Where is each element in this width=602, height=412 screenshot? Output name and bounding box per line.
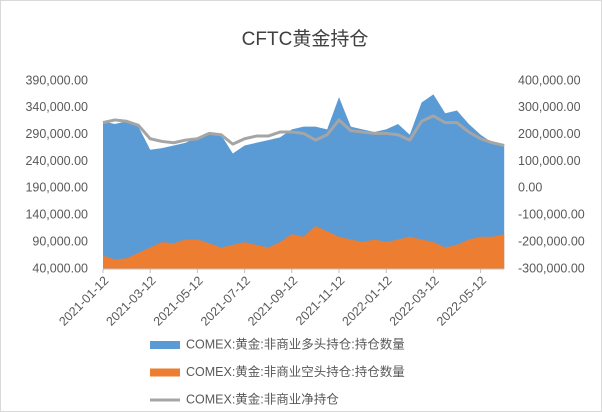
y-tick-label: 340,000.00 xyxy=(25,100,88,114)
legend-swatch xyxy=(150,368,180,377)
y-tick-label: 90,000.00 xyxy=(32,234,88,248)
y2-tick-label: -300,000.00 xyxy=(518,261,585,275)
y-tick-label: 190,000.00 xyxy=(25,181,88,195)
area xyxy=(103,226,505,269)
legend-label: COMEX:黄金:非商业净持仓 xyxy=(186,391,339,406)
chart-title: CFTC黄金持仓 xyxy=(242,28,369,50)
legend-label: COMEX:黄金:非商业多头持仓:持仓数量 xyxy=(186,336,405,351)
y2-tick-label: -100,000.00 xyxy=(518,208,585,222)
legend-label: COMEX:黄金:非商业空头持仓:持仓数量 xyxy=(186,364,405,379)
y2-tick-label: 400,000.00 xyxy=(518,73,581,87)
y-tick-label: 390,000.00 xyxy=(25,73,88,87)
legend-swatch xyxy=(150,341,180,349)
y2-tick-label: -200,000.00 xyxy=(518,234,585,248)
y2-tick-label: 300,000.00 xyxy=(518,100,581,114)
y2-tick-label: 0.00 xyxy=(518,181,542,195)
y-tick-label: 240,000.00 xyxy=(25,154,88,168)
y-tick-label: 40,000.00 xyxy=(32,261,88,275)
y2-tick-label: 200,000.00 xyxy=(518,127,581,141)
y-tick-label: 290,000.00 xyxy=(25,127,88,141)
y-tick-label: 140,000.00 xyxy=(25,208,88,222)
y2-tick-label: 100,000.00 xyxy=(518,154,581,168)
line xyxy=(102,114,505,147)
